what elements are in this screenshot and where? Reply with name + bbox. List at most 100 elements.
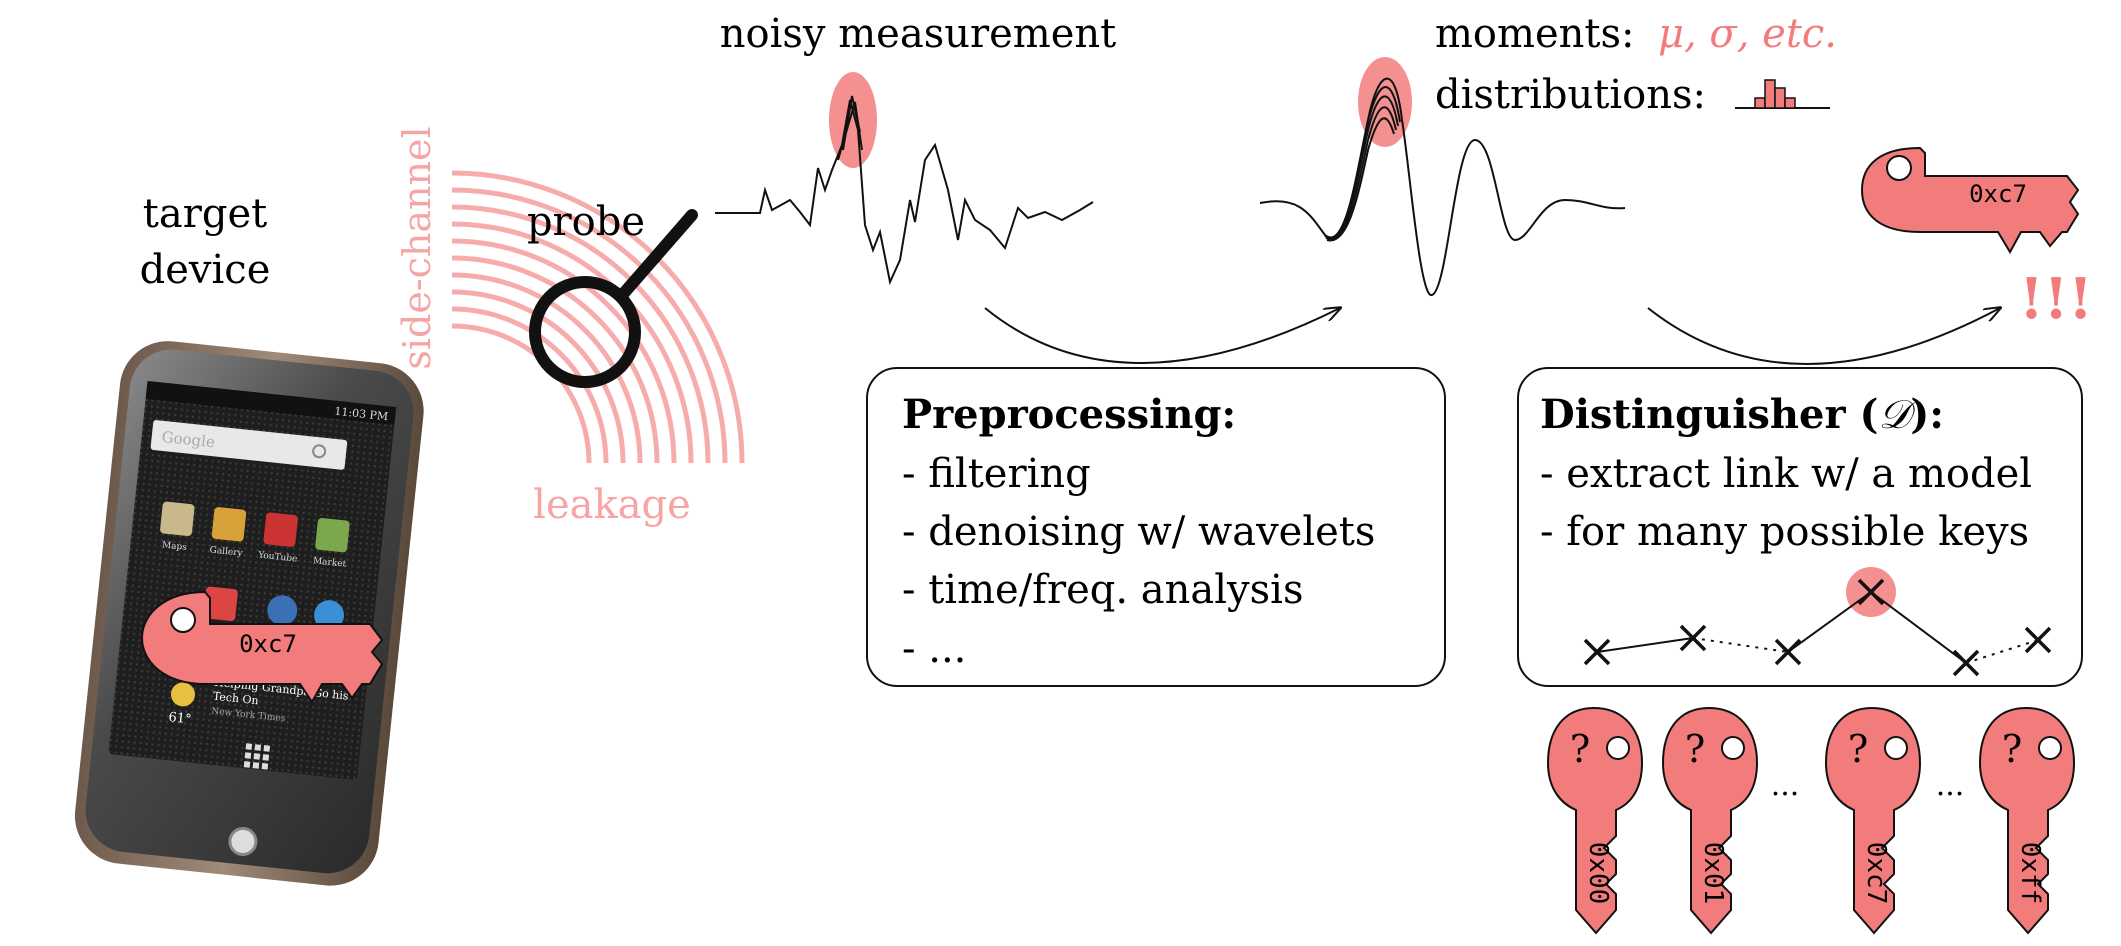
moments-label-text: moments:	[1435, 11, 1634, 57]
leakage-label: leakage	[533, 482, 691, 528]
score-graph	[1583, 578, 2052, 677]
success-exclamation: !!!	[2019, 266, 2093, 332]
candidate-key-value: 0x01	[1698, 842, 1728, 905]
side-channel-label: side-channel	[395, 126, 439, 369]
noisy-trace-spike-3	[837, 101, 863, 161]
search-icon	[312, 444, 327, 459]
recovered-key: 0xc7	[1860, 146, 2080, 255]
trackball	[228, 826, 258, 856]
candidate-ellipsis-1: ...	[1771, 768, 1800, 803]
search-placeholder: Google	[161, 428, 216, 451]
candidate-key-hole	[1606, 736, 1630, 760]
score-marker-5	[1952, 649, 1980, 677]
candidate-key-hole	[1884, 736, 1908, 760]
moments-label: moments: μ, σ, etc.	[1435, 11, 1837, 57]
candidate-ellipsis-2: ...	[1936, 768, 1965, 803]
probe-icon	[529, 209, 698, 388]
candidate-key-value: 0x00	[1583, 842, 1613, 905]
candidate-key-1: ? 0x01	[1661, 706, 1759, 935]
histogram-bar-3	[1774, 87, 1786, 109]
secret-key-on-phone: 0xc7	[140, 590, 384, 704]
secret-key-value: 0xc7	[239, 630, 297, 658]
candidate-key-mark: ?	[2002, 727, 2022, 771]
leakage-wave-9	[451, 306, 609, 464]
candidate-key-hole	[1721, 736, 1745, 760]
gmail-app-icon	[203, 586, 238, 622]
candidate-key-value: 0xc7	[1861, 842, 1891, 905]
histogram-bar-4	[1784, 97, 1796, 109]
distributions-label-text: distributions:	[1435, 72, 1706, 118]
recovered-key-value: 0xc7	[1969, 180, 2027, 208]
secret-key-shape	[140, 590, 384, 704]
youtube-app-icon	[263, 512, 298, 547]
histogram-bar-2	[1764, 79, 1776, 109]
distinguisher-item-1: - extract link w/ a model	[1540, 451, 2032, 497]
score-marker-1	[1583, 638, 1611, 666]
noisy-peak-highlight	[829, 72, 877, 168]
app-drawer-icon	[243, 743, 271, 770]
market-app-icon	[315, 517, 350, 553]
score-link-1	[1596, 637, 1694, 653]
candidate-key-0: ? 0x00	[1546, 706, 1644, 935]
key-hole	[170, 607, 196, 633]
candidate-key-shape	[1824, 706, 1922, 935]
candidate-key-shape	[1546, 706, 1644, 935]
candidate-key-mark: ?	[1685, 727, 1705, 771]
candidate-key-value: 0xff	[2015, 842, 2045, 905]
clean-trace-3	[1324, 95, 1399, 239]
gallery-app-icon	[211, 507, 247, 542]
distinguisher-heading: Distinguisher (𝒟):	[1540, 391, 1944, 438]
distinguisher-box: Distinguisher (𝒟): - extract link w/ a m…	[1517, 367, 2083, 687]
preprocessing-box: Preprocessing: - filtering - denoising w…	[866, 367, 1446, 687]
candidate-key-mark: ?	[1570, 727, 1590, 771]
gallery-app-label: Gallery	[209, 545, 244, 558]
score-link-5	[1965, 639, 2039, 664]
maps-app-label: Maps	[161, 540, 187, 553]
probe-handle	[618, 209, 698, 299]
candidate-key-2: ? 0xc7	[1824, 706, 1922, 935]
clean-traces	[1259, 77, 1626, 297]
preprocessing-heading: Preprocessing:	[902, 391, 1236, 438]
candidate-key-hole	[2038, 736, 2062, 760]
distinguisher-heading-main: Distinguisher (	[1540, 391, 1878, 438]
probe-label: probe	[527, 199, 645, 245]
search-widget	[150, 420, 348, 470]
distinguisher-heading-tail: ):	[1910, 391, 1944, 438]
status-bar	[145, 380, 397, 426]
score-link-3	[1787, 591, 1872, 653]
score-marker-best	[1857, 578, 1885, 606]
candidate-key-shape	[1978, 706, 2076, 935]
histogram-bar-1	[1754, 97, 1766, 109]
recovered-key-hole	[1886, 155, 1912, 181]
youtube-app-label: YouTube	[257, 550, 298, 564]
moments-values: μ, σ, etc.	[1658, 11, 1837, 57]
leakage-wave-8	[451, 289, 626, 464]
leakage-wave-6	[451, 255, 660, 464]
clean-trace-4	[1325, 106, 1397, 241]
arrow-to-preprocessed	[984, 308, 1340, 364]
leakage-wave-7	[451, 272, 643, 464]
recovered-key-shape	[1860, 146, 2080, 255]
preprocessing-item-2: - denoising w/ wavelets	[902, 509, 1375, 555]
smartphone: 11:03 PM Google Maps Gallery YouTube Mar…	[74, 341, 424, 886]
globe-app-icon	[267, 595, 298, 626]
status-clock: 11:03 PM	[334, 405, 389, 424]
clean-trace-5	[1326, 117, 1395, 242]
target-label-line1: target	[143, 191, 267, 237]
probe-loop	[529, 276, 641, 388]
score-marker-2	[1679, 624, 1707, 652]
target-label-line2: device	[140, 247, 271, 293]
score-marker-6	[2024, 626, 2052, 654]
distinguisher-item-2: - for many possible keys	[1540, 509, 2029, 555]
candidate-key-3: ? 0xff	[1978, 706, 2076, 935]
preprocessing-box-frame	[866, 367, 1446, 687]
app-icons: Maps Gallery YouTube Market	[160, 501, 350, 631]
noisy-trace	[715, 95, 1094, 286]
candidate-key-mark: ?	[1848, 727, 1868, 771]
arrow-to-result	[1647, 308, 2000, 365]
market-app-label: Market	[312, 556, 347, 569]
weather-temperature: 61°	[168, 710, 192, 727]
preprocessing-item-3: - time/freq. analysis	[902, 567, 1304, 613]
distributions-label: distributions:	[1435, 72, 1830, 118]
